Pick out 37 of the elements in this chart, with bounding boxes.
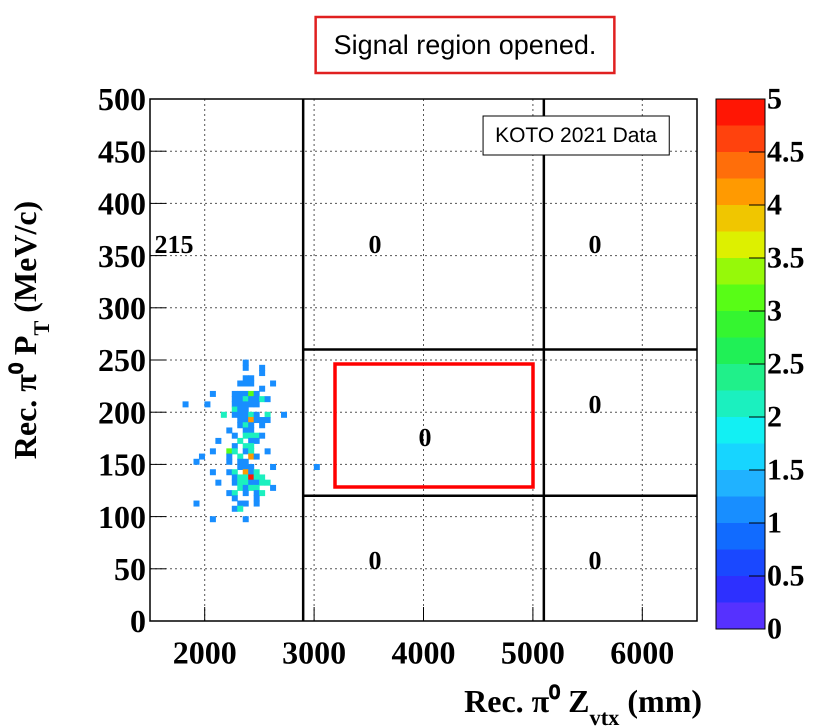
y-tick-label: 50	[114, 551, 146, 587]
color-bar-label: 5	[767, 82, 782, 116]
chart-title: Signal region opened.	[334, 30, 596, 60]
x-tick-label: 3000	[282, 634, 346, 671]
annotation: 0	[588, 230, 602, 260]
color-bar-label: 4.5	[767, 136, 804, 169]
y-tick-label: 400	[98, 186, 146, 222]
annotation: 0	[588, 546, 602, 576]
y-tick-label: 450	[98, 133, 146, 170]
x-tick-label: 4000	[392, 634, 456, 671]
x-tick-label: 2000	[172, 634, 237, 671]
y-tick-label: 350	[98, 238, 146, 274]
annotation: 0	[588, 390, 602, 420]
color-bar-label: 1.5	[767, 454, 804, 487]
annotation: KOTO 2021 Data	[495, 124, 658, 147]
annotation: 215	[154, 230, 194, 260]
color-bar-label: 4	[767, 188, 782, 222]
y-tick-label: 500	[98, 81, 146, 118]
color-bar-label: 0.5	[767, 560, 804, 593]
color-bar-label: 3	[767, 294, 782, 328]
x-axis-title: Rec. π⁰ Z$_{vtx}$ (mm)	[464, 683, 702, 727]
annotation: 0	[368, 230, 382, 260]
y-tick-label: 100	[98, 498, 146, 535]
color-bar-label: 0	[767, 612, 782, 646]
color-bar-label: 1	[767, 506, 782, 540]
color-bar-label: 2.5	[767, 348, 804, 381]
annotation: 0	[368, 546, 382, 576]
annotation: 0	[418, 423, 432, 452]
color-bar-label: 3.5	[767, 242, 804, 275]
y-tick-label: 150	[98, 446, 146, 483]
y-tick-label: 0	[130, 603, 146, 640]
y-tick-label: 200	[98, 394, 146, 430]
x-tick-label: 5000	[500, 634, 565, 671]
y-tick-label: 300	[98, 290, 146, 326]
y-tick-label: 250	[98, 342, 146, 378]
x-tick-label: 6000	[610, 634, 674, 671]
color-bar-label: 2	[767, 400, 782, 434]
